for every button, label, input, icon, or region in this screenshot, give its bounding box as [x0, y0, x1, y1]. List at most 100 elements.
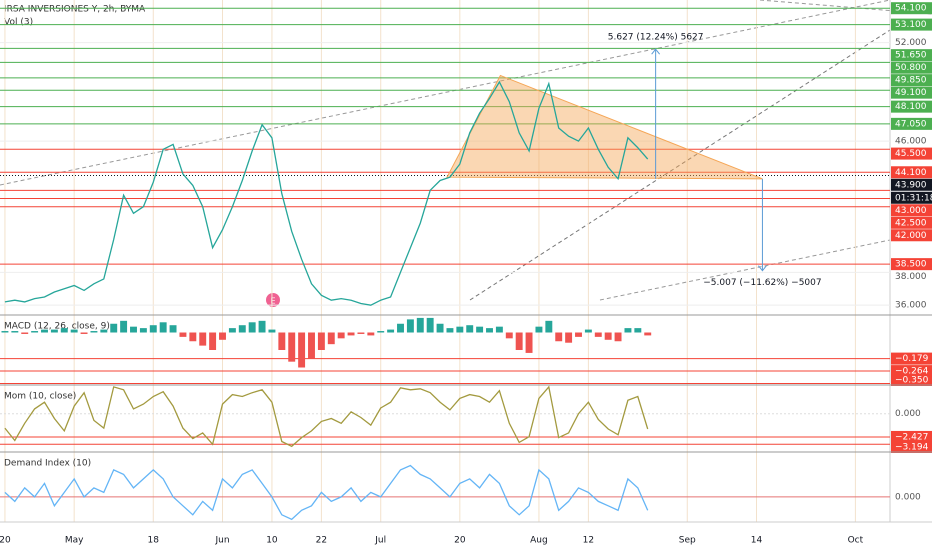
earnings-icon: E [270, 297, 275, 306]
level-label: 51.650 [895, 51, 927, 61]
earnings-marker[interactable] [266, 293, 280, 307]
x-tick-label: Aug [530, 536, 548, 546]
macd-bar [357, 332, 365, 334]
label-bg [891, 258, 932, 271]
y-tick-label: 36.000 [895, 301, 927, 311]
macd-bar [268, 329, 276, 333]
macd-bar [169, 325, 177, 333]
macd-bar [80, 332, 88, 334]
series-line [4, 385, 649, 448]
macd-bar [565, 332, 573, 343]
label-bg [891, 441, 932, 453]
label-bg [891, 147, 932, 160]
label-bg [891, 74, 932, 87]
label-bg [891, 86, 932, 99]
label-bg [891, 18, 932, 31]
y-tick-label: 0.000 [895, 409, 921, 419]
series-line [4, 80, 649, 306]
macd-bar [495, 326, 503, 333]
label-bg [891, 229, 932, 242]
chart-title: IRSA INVERSIONES Y, 2h, BYMA [4, 5, 146, 15]
macd-bar [584, 329, 592, 333]
macd-bar [436, 323, 444, 333]
level-label: 48.100 [895, 102, 927, 112]
panel-title: Mom (10, close) [4, 392, 76, 402]
level-label: 38.500 [895, 260, 927, 270]
macd-bar [426, 317, 434, 333]
macd-bar [130, 326, 137, 333]
x-tick-label: 14 [751, 536, 763, 546]
level-label: 49.850 [895, 76, 927, 86]
trendline [599, 239, 891, 301]
macd-bar [60, 328, 68, 333]
x-tick-label: Jul [374, 536, 386, 546]
projection-label: −5.007 (−11.62%) −5007 [703, 278, 821, 288]
macd-bar [446, 328, 454, 333]
macd-bar [634, 328, 642, 333]
macd-bar [555, 332, 563, 342]
macd-bar [505, 332, 513, 339]
macd-bar [397, 323, 404, 333]
macd-bar [337, 332, 345, 339]
macd-bar [248, 322, 256, 333]
macd-bar [21, 332, 29, 334]
label-bg [891, 61, 932, 74]
macd-bar [31, 331, 39, 333]
macd-bar [624, 328, 632, 333]
label-bg [891, 352, 932, 365]
x-tick-label: 10 [266, 536, 278, 546]
label-bg [891, 374, 932, 386]
macd-bar [278, 332, 286, 350]
level-label: −0.350 [895, 376, 929, 386]
x-tick-label: 20 [0, 536, 11, 546]
arrow-head [758, 265, 767, 272]
macd-bar [614, 332, 622, 342]
macd-bar [604, 332, 612, 340]
macd-bar [120, 320, 128, 333]
macd-bar [219, 332, 226, 340]
macd-bar [90, 331, 98, 333]
macd-bar [575, 332, 582, 337]
level-label: 50.800 [895, 63, 927, 73]
y-tick-label: 0.000 [895, 492, 921, 502]
macd-bar [298, 332, 306, 368]
level-label: 42.000 [895, 231, 927, 241]
macd-bar [70, 329, 78, 333]
macd-bar [515, 332, 523, 350]
macd-bar [456, 326, 464, 333]
level-label: −0.264 [895, 367, 929, 377]
level-label: 53.100 [895, 20, 927, 30]
macd-bar [644, 332, 652, 336]
label-bg [891, 430, 932, 443]
level-label: 47.050 [895, 119, 927, 129]
macd-bar [100, 329, 108, 333]
macd-bar [50, 329, 58, 333]
macd-bar [406, 319, 414, 333]
panel-title: MACD (12, 26, close, 9) [4, 322, 110, 332]
macd-bar [486, 328, 493, 333]
x-tick-label: Oct [848, 536, 864, 546]
macd-bar [317, 332, 325, 350]
panel-title: Demand Index (10) [4, 459, 91, 469]
label-bg [891, 100, 932, 113]
macd-bar [525, 332, 533, 353]
label-bg [891, 204, 932, 217]
level-label: 49.100 [895, 88, 927, 98]
level-label: 45.500 [895, 149, 927, 159]
trendline [469, 29, 891, 301]
macd-bar [377, 331, 385, 333]
macd-bar [327, 332, 335, 345]
level-label: −3.194 [895, 443, 929, 453]
arrow-head [651, 48, 661, 55]
macd-bar [545, 320, 553, 333]
macd-bar [1, 331, 9, 333]
level-label: 43.000 [895, 206, 927, 216]
level-label: −0.179 [895, 354, 929, 364]
x-tick-label: May [65, 536, 84, 546]
x-tick-label: 18 [148, 536, 160, 546]
countdown-bg [891, 191, 932, 204]
macd-bar [139, 328, 147, 333]
label-bg [891, 49, 932, 62]
macd-bar [238, 325, 246, 333]
label-bg [891, 166, 932, 179]
